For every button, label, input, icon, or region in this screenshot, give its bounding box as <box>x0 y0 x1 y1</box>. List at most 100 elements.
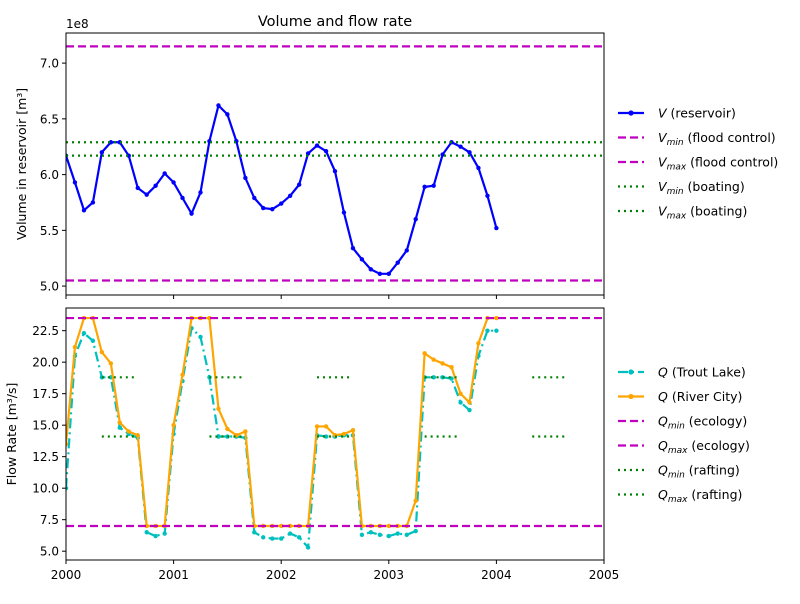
data-point <box>494 328 499 333</box>
data-point <box>395 260 400 265</box>
data-point <box>422 184 427 190</box>
x-tick-label: 2001 <box>158 568 189 582</box>
legend-label: Q (River City) <box>658 389 742 404</box>
data-point <box>180 372 185 377</box>
data-point <box>287 193 293 198</box>
data-point <box>368 530 374 535</box>
y-tick-label: 12.5 <box>32 450 59 464</box>
data-point <box>404 532 409 537</box>
data-point <box>467 400 472 405</box>
legend: Q (Trout Lake) Q (River City) Qmin (ecolog… <box>618 365 750 505</box>
legend-label: Qmin (rafting) <box>658 463 740 481</box>
data-point <box>314 143 320 148</box>
data-point <box>314 424 320 429</box>
y-tick-label: 5.0 <box>40 545 59 559</box>
legend-label: Q (Trout Lake) <box>658 365 746 380</box>
data-point <box>485 328 490 333</box>
x-tick-label: 2004 <box>481 568 512 582</box>
legend-label: V (reservoir) <box>658 106 736 121</box>
data-point <box>296 182 302 187</box>
data-point <box>323 424 329 429</box>
data-point <box>404 248 409 253</box>
data-point <box>395 531 400 536</box>
data-point <box>153 533 158 539</box>
y-axis-label: Volume in reservoir [m³] <box>14 88 29 240</box>
y-tick-label: 5.0 <box>40 280 59 294</box>
legend-item: Qmax (rafting) <box>618 487 742 505</box>
data-point <box>413 498 418 503</box>
data-point <box>81 331 87 336</box>
data-point <box>359 532 365 537</box>
data-point <box>413 528 418 534</box>
y-offset-label: 1e8 <box>66 17 89 31</box>
data-point <box>368 267 374 272</box>
y-tick-label: 5.5 <box>40 224 59 238</box>
data-point <box>485 193 490 198</box>
series-line <box>66 316 497 528</box>
data-point <box>476 341 481 346</box>
data-point <box>171 422 176 428</box>
series-q-river-city- <box>66 315 499 529</box>
data-point <box>386 271 391 277</box>
x-tick-label: 2003 <box>374 568 405 582</box>
data-point <box>252 530 257 535</box>
y-tick-label: 6.0 <box>40 168 59 182</box>
data-point <box>117 420 123 425</box>
data-point <box>270 206 275 212</box>
series-line <box>66 104 498 275</box>
data-point <box>72 344 78 350</box>
data-point <box>135 433 140 438</box>
axes-frame <box>65 307 605 561</box>
y-tick-label: 15.0 <box>32 419 59 433</box>
data-point <box>261 205 266 211</box>
data-point <box>341 431 347 437</box>
data-point <box>377 532 383 537</box>
data-point <box>377 271 383 277</box>
y-tick-label: 20.0 <box>32 356 59 370</box>
y-tick-label: 10.0 <box>32 482 59 496</box>
data-point <box>243 429 248 434</box>
data-point <box>252 195 257 201</box>
legend-item: V (reservoir) <box>618 106 736 121</box>
data-point <box>198 334 203 340</box>
y-tick-label: 7.5 <box>40 513 59 527</box>
data-point <box>180 195 185 201</box>
data-point <box>359 257 365 262</box>
data-point <box>171 180 176 185</box>
plot-area <box>66 45 604 282</box>
data-point <box>422 351 427 356</box>
data-point <box>117 425 123 430</box>
legend-label: Qmin (ecology) <box>658 414 747 432</box>
legend-marker <box>628 393 634 400</box>
data-point <box>323 148 329 154</box>
data-point <box>431 183 436 188</box>
data-point <box>243 175 248 181</box>
y-axis-label: Flow Rate [m³/s] <box>4 383 19 486</box>
data-point <box>198 190 203 195</box>
data-point <box>225 112 230 117</box>
data-point <box>279 536 284 541</box>
data-point <box>458 400 463 405</box>
chart-title: Volume and flow rate <box>258 14 412 30</box>
data-point <box>90 200 96 205</box>
data-point <box>99 150 105 155</box>
legend-item: Qmin (ecology) <box>618 414 747 432</box>
legend-label: Vmax (flood control) <box>658 155 778 173</box>
data-point <box>449 365 454 370</box>
data-point <box>305 545 311 550</box>
series-v-reservoir- <box>66 103 499 277</box>
legend-item: Q (Trout Lake) <box>618 365 746 380</box>
data-point <box>350 245 356 251</box>
data-point <box>279 201 284 206</box>
data-point <box>458 391 463 396</box>
data-point <box>144 192 149 197</box>
data-point <box>90 338 96 343</box>
data-point <box>476 165 481 171</box>
legend-marker <box>628 110 634 116</box>
data-point <box>66 485 69 491</box>
y-tick-label: 6.5 <box>40 112 59 126</box>
legend-label: Vmax (boating) <box>658 204 747 222</box>
data-point <box>162 171 167 176</box>
data-point <box>135 185 140 191</box>
